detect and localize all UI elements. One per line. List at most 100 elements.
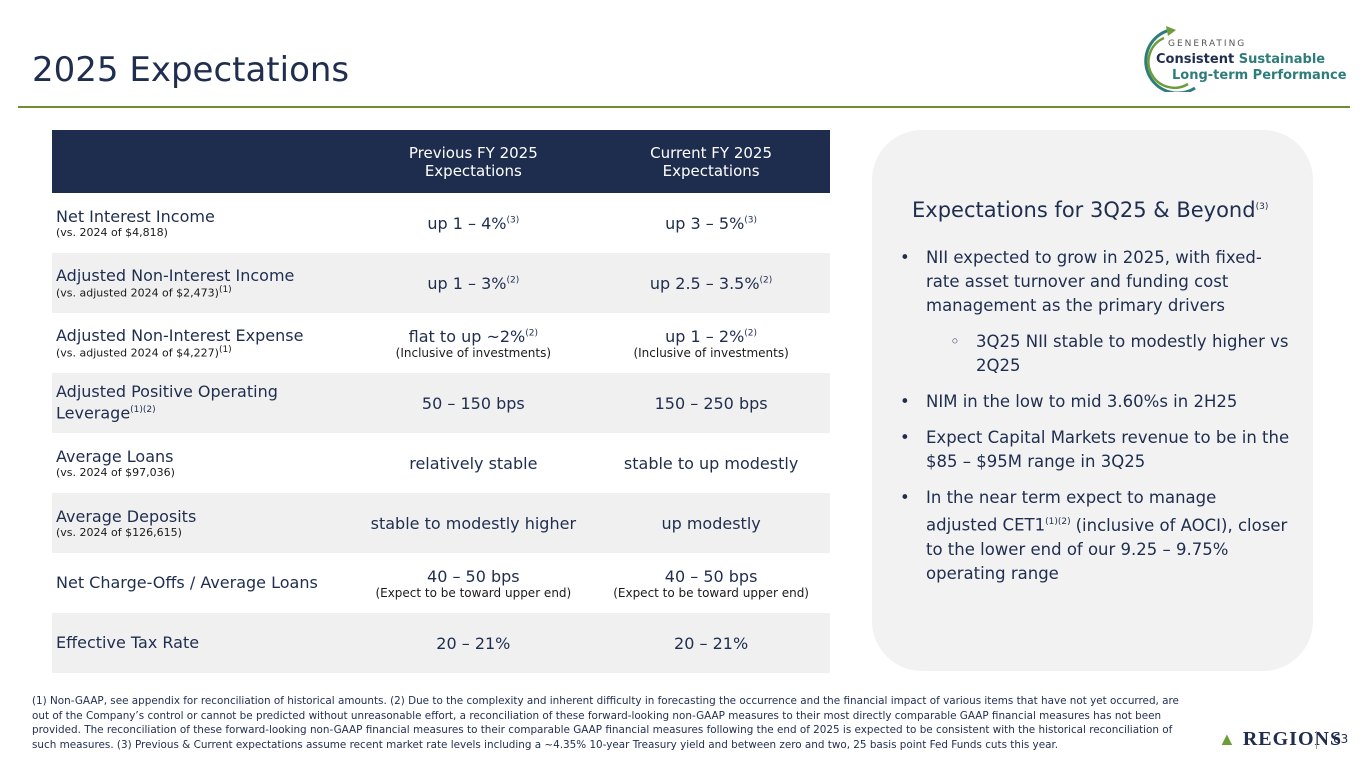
footnote-ref: (1) — [218, 284, 232, 295]
side-panel: Expectations for 3Q25 & Beyond(3) NII ex… — [872, 130, 1313, 671]
prev-cell: flat to up ~2%(2) (Inclusive of investmen… — [354, 313, 592, 373]
curr-cell: up 1 – 2%(2) (Inclusive of investments) — [592, 313, 830, 373]
row-label: Average Deposits — [56, 506, 354, 526]
bullet: 3Q25 NII stable to modestly higher vs 2Q… — [900, 330, 1290, 378]
row-label-cell: Net Charge-Offs / Average Loans — [52, 553, 354, 613]
bullet: NII expected to grow in 2025, with fixed… — [900, 246, 1290, 318]
label-text: Net Interest Income — [56, 206, 215, 226]
brand: ▲ REGIONS — [1218, 728, 1343, 750]
bullet-text: In the near term expect to manage adjust… — [926, 488, 1217, 535]
bullet: In the near term expect to manage adjust… — [900, 486, 1290, 586]
footnote-ref: (2) — [744, 328, 758, 339]
row-label-cell: Adjusted Non-Interest Expense (vs. adjust… — [52, 313, 354, 373]
value-text: 40 – 50 bps — [664, 566, 758, 586]
cell-note: (Expect to be toward upper end) — [613, 585, 809, 600]
cell-value: relatively stable — [409, 454, 537, 473]
tagline-logo: GENERATING Consistent Sustainable Long-t… — [1140, 22, 1350, 92]
cell-value: stable to up modestly — [624, 454, 798, 473]
cell-value: stable to modestly higher — [371, 514, 576, 533]
label-text: Adjusted Non-Interest Expense — [56, 325, 304, 345]
cell-value: up 1 – 4%(3) — [427, 214, 519, 233]
cell-value: 150 – 250 bps — [655, 394, 768, 413]
row-label-cell: Adjusted Positive Operating Leverage(1)(… — [52, 373, 354, 433]
bullet: NIM in the low to mid 3.60%s in 2H25 — [900, 390, 1290, 414]
note-text: (vs. 2024 of $126,615) — [56, 525, 182, 539]
table-row: Net Interest Income (vs. 2024 of $4,818) u… — [52, 193, 830, 253]
value-text: 150 – 250 bps — [654, 393, 768, 413]
row-label: Adjusted Non-Interest Expense — [56, 325, 354, 345]
curr-cell: 20 – 21% — [592, 613, 830, 673]
prev-cell: 40 – 50 bps (Expect to be toward upper en… — [354, 553, 592, 613]
curr-cell: 40 – 50 bps (Expect to be toward upper en… — [592, 553, 830, 613]
bullet-text: NII expected to grow in 2025, with fixed… — [926, 248, 1262, 315]
note-text: (vs. 2024 of $4,818) — [56, 225, 168, 239]
footnote-ref: (2) — [759, 275, 773, 286]
prev-cell: 20 – 21% — [354, 613, 592, 673]
page-number: 63 — [1333, 732, 1349, 746]
value-text: 50 – 150 bps — [421, 393, 525, 413]
value-text: stable to up modestly — [623, 453, 799, 473]
row-note: (vs. 2024 of $97,036) — [56, 466, 354, 479]
logo-word: Sustainable — [1238, 52, 1326, 67]
cell-value: 20 – 21% — [674, 634, 748, 653]
label-text: Net Charge-Offs / Average Loans — [56, 573, 318, 592]
logo-word: Consistent — [1156, 52, 1235, 67]
value-text: up 1 – 2% — [665, 326, 745, 346]
cell-value: 50 – 150 bps — [422, 394, 525, 413]
logo-line: Long-term Performance — [1172, 68, 1347, 83]
table-row: Average Deposits (vs. 2024 of $126,615) st… — [52, 493, 830, 553]
cell-note: (Expect to be toward upper end) — [375, 585, 572, 600]
cell-value: up 1 – 3%(2) — [427, 274, 519, 293]
curr-cell: up 2.5 – 3.5%(2) — [592, 253, 830, 313]
row-label-cell: Average Deposits (vs. 2024 of $126,615) — [52, 493, 354, 553]
cell-value: flat to up ~2%(2) — [409, 327, 538, 346]
row-label: Net Interest Income — [56, 206, 354, 226]
row-label: Effective Tax Rate — [56, 634, 354, 652]
row-note: (vs. adjusted 2024 of $2,473)(1) — [56, 285, 354, 300]
footnote-ref: (2) — [506, 275, 520, 286]
logo-swoosh — [1144, 26, 1196, 92]
header-cell: Current FY 2025 Expectations — [592, 130, 830, 193]
row-label-cell: Average Loans (vs. 2024 of $97,036) — [52, 433, 354, 493]
cell-value: 40 – 50 bps — [427, 567, 520, 586]
bullet-text: 3Q25 NII stable to modestly higher vs 2Q… — [976, 332, 1289, 375]
cell-note: (Inclusive of investments) — [633, 345, 789, 360]
bullet: Expect Capital Markets revenue to be in … — [900, 426, 1290, 474]
footnote-ref: (2) — [525, 328, 538, 339]
row-label-cell: Effective Tax Rate — [52, 613, 354, 673]
prev-cell: relatively stable — [354, 433, 592, 493]
note-text: (vs. 2024 of $97,036) — [56, 465, 175, 479]
note-text: (vs. adjusted 2024 of $4,227) — [56, 346, 219, 360]
curr-cell: up modestly — [592, 493, 830, 553]
bullet-list: NII expected to grow in 2025, with fixed… — [900, 246, 1290, 598]
row-note: (vs. 2024 of $126,615) — [56, 526, 354, 539]
footnote-ref: (3) — [1255, 202, 1269, 212]
expectations-table: Previous FY 2025 Expectations Current FY … — [52, 130, 830, 673]
title-rule — [18, 106, 1350, 108]
prev-cell: stable to modestly higher — [354, 493, 592, 553]
row-label-cell: Net Interest Income (vs. 2024 of $4,818) — [52, 193, 354, 253]
row-label: Net Charge-Offs / Average Loans — [56, 574, 354, 592]
header-cell — [52, 130, 354, 193]
cell-value: up 1 – 2%(2) — [665, 327, 757, 346]
cell-value: 20 – 21% — [436, 634, 510, 653]
footnote-ref: (1)(2) — [130, 405, 156, 416]
bullet-text: (inclusive of AOCI), closer to the lower… — [926, 515, 1288, 583]
label-text: Average Deposits — [56, 506, 197, 526]
cell-value: up modestly — [661, 514, 760, 533]
label-text: Adjusted Non-Interest Income — [56, 265, 295, 285]
value-text: flat to up ~2% — [408, 326, 526, 346]
label-text: Effective Tax Rate — [56, 633, 200, 652]
footnote-ref: (1) — [218, 344, 232, 355]
footnote-ref: (3) — [744, 215, 758, 226]
row-note: (vs. adjusted 2024 of $4,227)(1) — [56, 345, 354, 360]
value-text: up 1 – 3% — [427, 273, 507, 293]
label-text: Adjusted Positive Operating Leverage — [56, 382, 278, 423]
footnote-ref: (3) — [506, 215, 520, 226]
header-cell: Previous FY 2025 Expectations — [354, 130, 592, 193]
footnote-ref: (1)(2) — [1045, 517, 1071, 527]
row-note: (vs. 2024 of $4,818) — [56, 226, 354, 239]
bullet-text: NIM in the low to mid 3.60%s in 2H25 — [926, 392, 1238, 411]
curr-cell: 150 – 250 bps — [592, 373, 830, 433]
